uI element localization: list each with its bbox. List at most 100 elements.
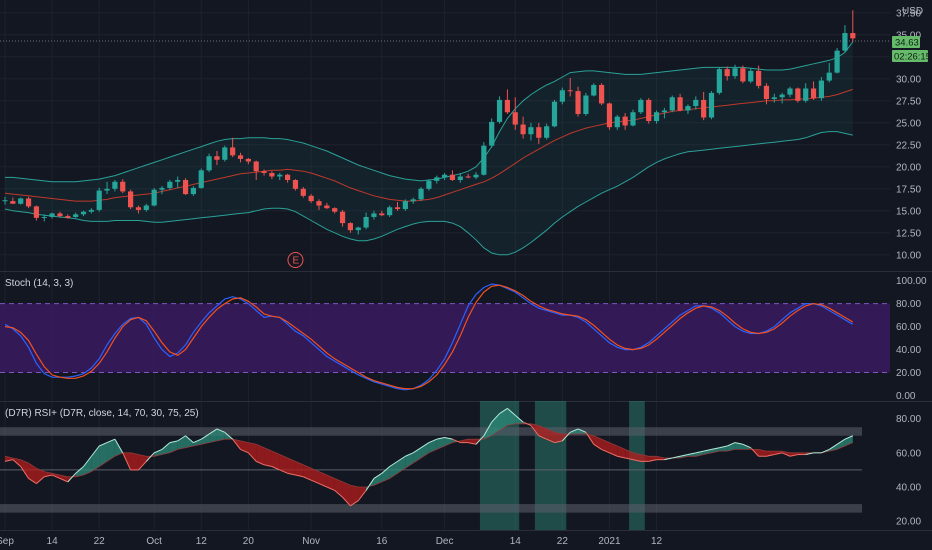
time-tick-label[interactable]: 16: [376, 536, 388, 547]
candle[interactable]: [599, 83, 605, 106]
candle[interactable]: [96, 187, 102, 212]
candle[interactable]: [18, 197, 24, 205]
candle[interactable]: [112, 180, 118, 192]
candle[interactable]: [324, 202, 330, 210]
candle[interactable]: [465, 173, 471, 179]
candle[interactable]: [544, 123, 550, 140]
candle[interactable]: [606, 102, 613, 130]
candle[interactable]: [57, 211, 63, 218]
candle[interactable]: [685, 104, 691, 114]
candle[interactable]: [520, 116, 526, 139]
candle[interactable]: [190, 186, 196, 196]
candle[interactable]: [222, 145, 228, 162]
candle[interactable]: [308, 194, 314, 203]
candle[interactable]: [551, 99, 558, 128]
time-tick-label[interactable]: Nov: [302, 536, 320, 547]
candle[interactable]: [363, 212, 369, 230]
candle[interactable]: [128, 189, 134, 210]
candle[interactable]: [810, 81, 817, 100]
candle[interactable]: [512, 97, 518, 130]
candle[interactable]: [300, 187, 306, 198]
time-tick-label[interactable]: 22: [557, 536, 569, 547]
candle[interactable]: [567, 77, 573, 97]
candle[interactable]: [332, 207, 338, 214]
candle[interactable]: [347, 222, 353, 233]
candle[interactable]: [394, 202, 401, 211]
candle[interactable]: [653, 110, 660, 124]
candle[interactable]: [269, 171, 275, 180]
candle[interactable]: [763, 83, 770, 105]
candle[interactable]: [708, 91, 715, 120]
candle[interactable]: [622, 113, 628, 130]
candle[interactable]: [88, 208, 94, 214]
candle[interactable]: [771, 93, 777, 103]
time-tick-label[interactable]: 22: [94, 536, 106, 547]
candle[interactable]: [25, 196, 32, 209]
candle[interactable]: [638, 98, 644, 114]
candle[interactable]: [489, 118, 495, 148]
candle[interactable]: [528, 122, 534, 141]
earnings-circle[interactable]: [287, 252, 304, 268]
candle[interactable]: [834, 48, 840, 74]
candle[interactable]: [536, 122, 542, 144]
candle[interactable]: [614, 114, 620, 130]
candle[interactable]: [661, 107, 667, 119]
candle[interactable]: [826, 62, 832, 83]
candle[interactable]: [803, 83, 809, 103]
time-tick-label[interactable]: 20: [243, 536, 255, 547]
candle[interactable]: [237, 152, 244, 163]
candle[interactable]: [10, 197, 16, 204]
candle[interactable]: [2, 196, 8, 205]
time-tick-label[interactable]: 14: [47, 536, 59, 547]
candle[interactable]: [630, 109, 636, 127]
candle[interactable]: [402, 199, 408, 211]
candle[interactable]: [473, 172, 479, 180]
time-axis[interactable]: Sep 14 22 Oct 12 20 Nov 16 Dec 14 22 2021 12: [0, 536, 663, 547]
candle[interactable]: [387, 205, 393, 217]
candle[interactable]: [182, 178, 189, 195]
candle[interactable]: [379, 210, 385, 217]
candle[interactable]: [716, 67, 722, 95]
candle[interactable]: [418, 187, 424, 202]
candle[interactable]: [818, 77, 824, 101]
candle[interactable]: [143, 203, 149, 212]
candle[interactable]: [591, 83, 597, 97]
time-tick-label[interactable]: 2021: [598, 536, 621, 547]
candle[interactable]: [339, 209, 346, 227]
candle[interactable]: [850, 10, 856, 42]
candle[interactable]: [292, 179, 299, 191]
candle[interactable]: [253, 160, 259, 180]
candle[interactable]: [73, 212, 79, 218]
candle[interactable]: [120, 179, 126, 194]
time-tick-label[interactable]: Oct: [146, 536, 162, 547]
time-tick-label[interactable]: 12: [651, 536, 663, 547]
candle[interactable]: [842, 25, 848, 53]
time-tick-label[interactable]: 14: [510, 536, 522, 547]
candle[interactable]: [732, 64, 738, 79]
candle[interactable]: [175, 176, 181, 188]
candle[interactable]: [230, 137, 236, 158]
candle[interactable]: [371, 210, 377, 220]
candle[interactable]: [151, 187, 157, 207]
candle[interactable]: [167, 180, 173, 190]
earnings-marker[interactable]: E: [287, 252, 304, 268]
candle[interactable]: [65, 214, 71, 219]
candle[interactable]: [355, 226, 361, 235]
candle[interactable]: [559, 87, 565, 105]
candle[interactable]: [646, 98, 652, 124]
candle[interactable]: [481, 142, 487, 176]
candle[interactable]: [426, 179, 432, 191]
candle[interactable]: [787, 86, 793, 98]
candle[interactable]: [669, 95, 675, 113]
candle[interactable]: [504, 89, 510, 114]
time-tick-label[interactable]: Sep: [0, 536, 14, 547]
candle[interactable]: [410, 197, 416, 204]
candle[interactable]: [49, 212, 55, 219]
candles[interactable]: [2, 10, 856, 235]
candle[interactable]: [701, 92, 707, 121]
candle[interactable]: [795, 87, 801, 103]
candle[interactable]: [457, 172, 463, 183]
candle[interactable]: [33, 205, 39, 221]
candle[interactable]: [693, 96, 699, 110]
